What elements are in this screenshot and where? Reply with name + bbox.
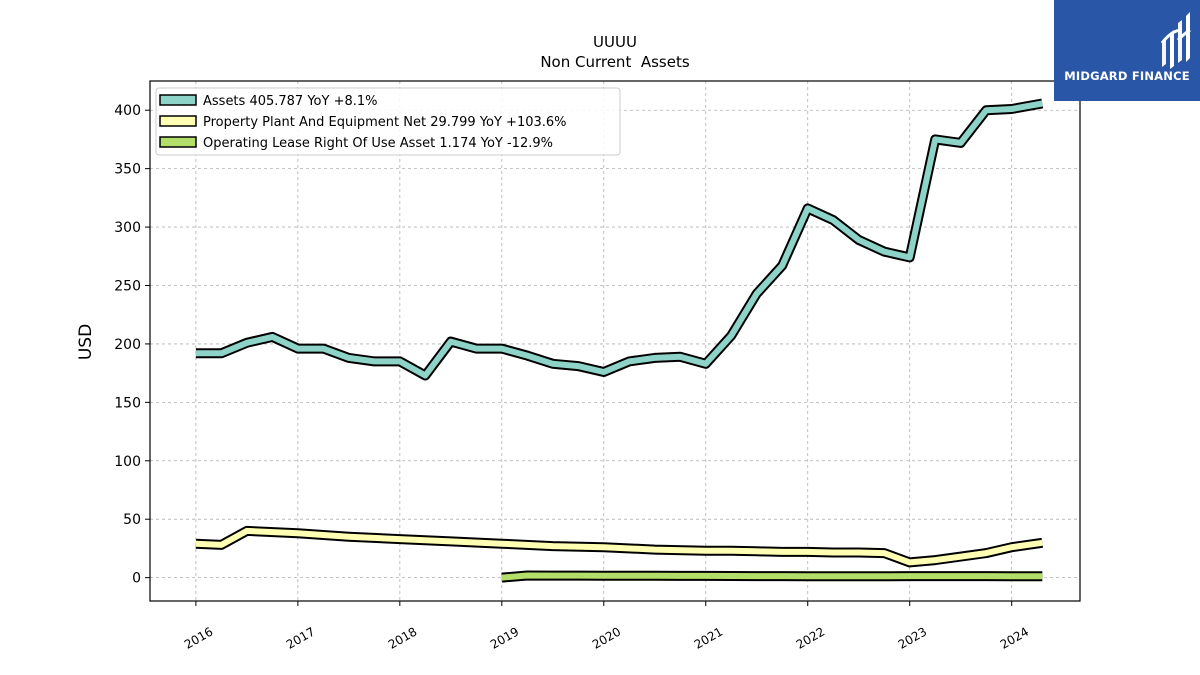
- y-tick-label: 350: [114, 162, 141, 178]
- legend-label: Property Plant And Equipment Net 29.799 …: [203, 115, 567, 130]
- midgard-logo-icon: [1160, 12, 1191, 69]
- chart-title: UUUU: [593, 33, 637, 51]
- y-tick-label: 0: [132, 571, 141, 587]
- y-tick-label: 150: [114, 395, 141, 411]
- series-line: [195, 527, 1043, 566]
- x-tick-label: 2019: [488, 624, 521, 651]
- legend-box: [155, 87, 621, 156]
- x-tick-label: 2020: [590, 624, 623, 651]
- x-tick-label: 2017: [284, 624, 317, 651]
- x-tick-label: 2021: [692, 624, 725, 651]
- legend-swatch: [159, 115, 197, 127]
- x-tick-label: 2022: [794, 624, 827, 651]
- legend-label: Assets 405.787 YoY +8.1%: [203, 94, 378, 109]
- y-axis-label: USD: [76, 324, 96, 360]
- legend: Assets 405.787 YoY +8.1% Property Plant A…: [155, 87, 621, 156]
- y-ticks: 0 50 100 150 200 250 300 350 400: [114, 103, 150, 587]
- y-tick-label: 200: [114, 337, 141, 353]
- y-tick-label: 300: [114, 220, 141, 236]
- series-layer: [195, 98, 1044, 583]
- chart-subtitle: Non Current Assets: [540, 53, 690, 71]
- y-tick-label: 50: [123, 512, 141, 528]
- x-ticks: 2016 2017 2018 2019 2020 2021 2022 2023 2024: [182, 601, 1031, 652]
- legend-label: Operating Lease Right Of Use Asset 1.174…: [203, 136, 553, 151]
- y-tick-label: 250: [114, 278, 141, 294]
- plot-frame: [149, 80, 1081, 602]
- y-tick-label: 400: [114, 103, 141, 119]
- x-tick-label: 2023: [896, 624, 929, 651]
- legend-swatch: [159, 94, 197, 106]
- series-0: [195, 98, 1044, 381]
- series-line: [501, 572, 1043, 581]
- x-tick-label: 2018: [386, 624, 419, 651]
- series-1: [195, 525, 1044, 568]
- brand-logo: MIDGARD FINANCE: [1054, 0, 1200, 101]
- series-line: [195, 100, 1043, 379]
- series-2: [501, 570, 1043, 583]
- legend-swatch: [159, 136, 197, 148]
- x-tick-label: 2016: [182, 624, 215, 651]
- brand-name: MIDGARD FINANCE: [1064, 69, 1190, 83]
- x-tick-label: 2024: [998, 624, 1031, 651]
- y-tick-label: 100: [114, 454, 141, 470]
